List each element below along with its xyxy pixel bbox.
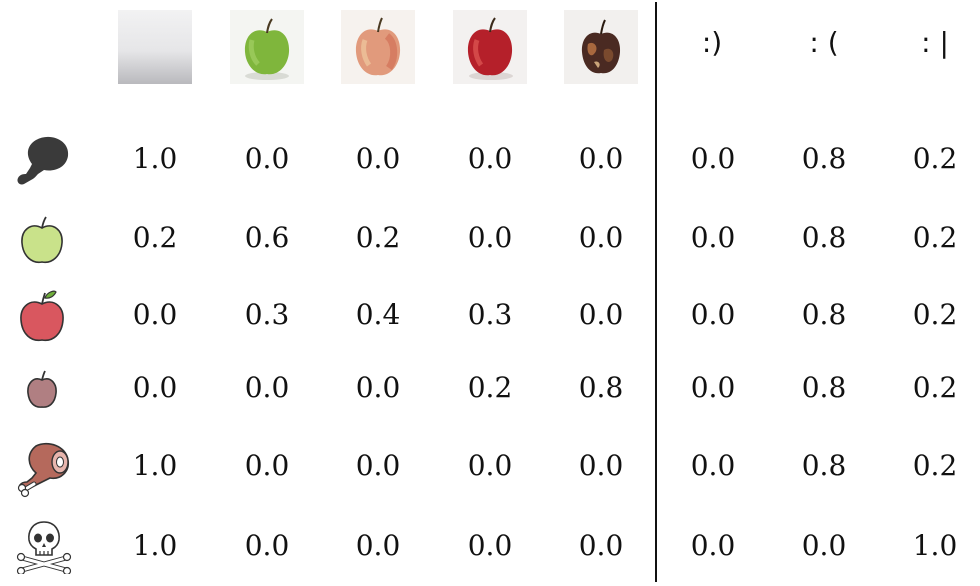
cell-r0-c3: 0.0 [467,142,513,175]
cell-r3-c2: 0.0 [355,371,401,404]
cell-r5-c4: 0.0 [578,529,624,562]
cell-r5-c0: 1.0 [132,529,178,562]
cell-r5-c3: 0.0 [467,529,513,562]
cell-r5-c2: 0.0 [355,529,401,562]
cell-r0-c1: 0.0 [244,142,290,175]
cell-r4-c6: 0.8 [801,449,847,482]
header-happy-face: :) [701,26,723,59]
cell-r3-c0: 0.0 [132,371,178,404]
cell-r5-c5: 0.0 [690,529,736,562]
dark-drumstick-icon [14,130,74,186]
cell-r4-c0: 1.0 [132,449,178,482]
cell-r2-c5: 0.0 [690,298,736,331]
skull-crossbones-icon [14,518,74,576]
cell-r1-c3: 0.0 [467,221,513,254]
green-apple-photo [230,10,304,84]
cell-r1-c7: 0.2 [912,221,958,254]
column-divider [655,2,657,582]
cell-r3-c5: 0.0 [690,371,736,404]
cell-r2-c4: 0.0 [578,298,624,331]
red-apple-photo [453,10,527,84]
cell-r4-c2: 0.0 [355,449,401,482]
cell-r2-c7: 0.2 [912,298,958,331]
cell-r5-c6: 0.0 [801,529,847,562]
cell-r0-c4: 0.0 [578,142,624,175]
cell-r3-c6: 0.8 [801,371,847,404]
cell-r0-c7: 0.2 [912,142,958,175]
rotten-apple-photo [564,10,638,84]
cell-r1-c1: 0.6 [244,221,290,254]
cell-r3-c4: 0.8 [578,371,624,404]
cell-r2-c2: 0.4 [355,298,401,331]
pink-apple-photo [341,10,415,84]
red-apple-icon [14,288,74,344]
header-sad-face: : ( [809,26,839,59]
cell-r2-c3: 0.3 [467,298,513,331]
cell-r2-c1: 0.3 [244,298,290,331]
cell-r4-c1: 0.0 [244,449,290,482]
cell-r0-c5: 0.0 [690,142,736,175]
green-apple-icon [14,212,74,268]
cell-r5-c1: 0.0 [244,529,290,562]
small-brown-apple-icon [14,364,74,420]
cell-r4-c3: 0.0 [467,449,513,482]
cell-r4-c5: 0.0 [690,449,736,482]
meat-leg-icon [14,438,74,498]
cell-r4-c7: 0.2 [912,449,958,482]
cell-r2-c0: 0.0 [132,298,178,331]
cell-r1-c0: 0.2 [132,221,178,254]
cell-r1-c5: 0.0 [690,221,736,254]
cell-r0-c0: 1.0 [132,142,178,175]
cell-r4-c4: 0.0 [578,449,624,482]
cell-r0-c6: 0.8 [801,142,847,175]
cell-r1-c6: 0.8 [801,221,847,254]
cell-r3-c7: 0.2 [912,371,958,404]
cell-r1-c2: 0.2 [355,221,401,254]
cell-r0-c2: 0.0 [355,142,401,175]
cell-r3-c3: 0.2 [467,371,513,404]
cell-r2-c6: 0.8 [801,298,847,331]
header-neutral-face: : | [921,26,949,59]
cell-r3-c1: 0.0 [244,371,290,404]
empty-plate-image [118,10,192,84]
cell-r1-c4: 0.0 [578,221,624,254]
cell-r5-c7: 1.0 [912,529,958,562]
